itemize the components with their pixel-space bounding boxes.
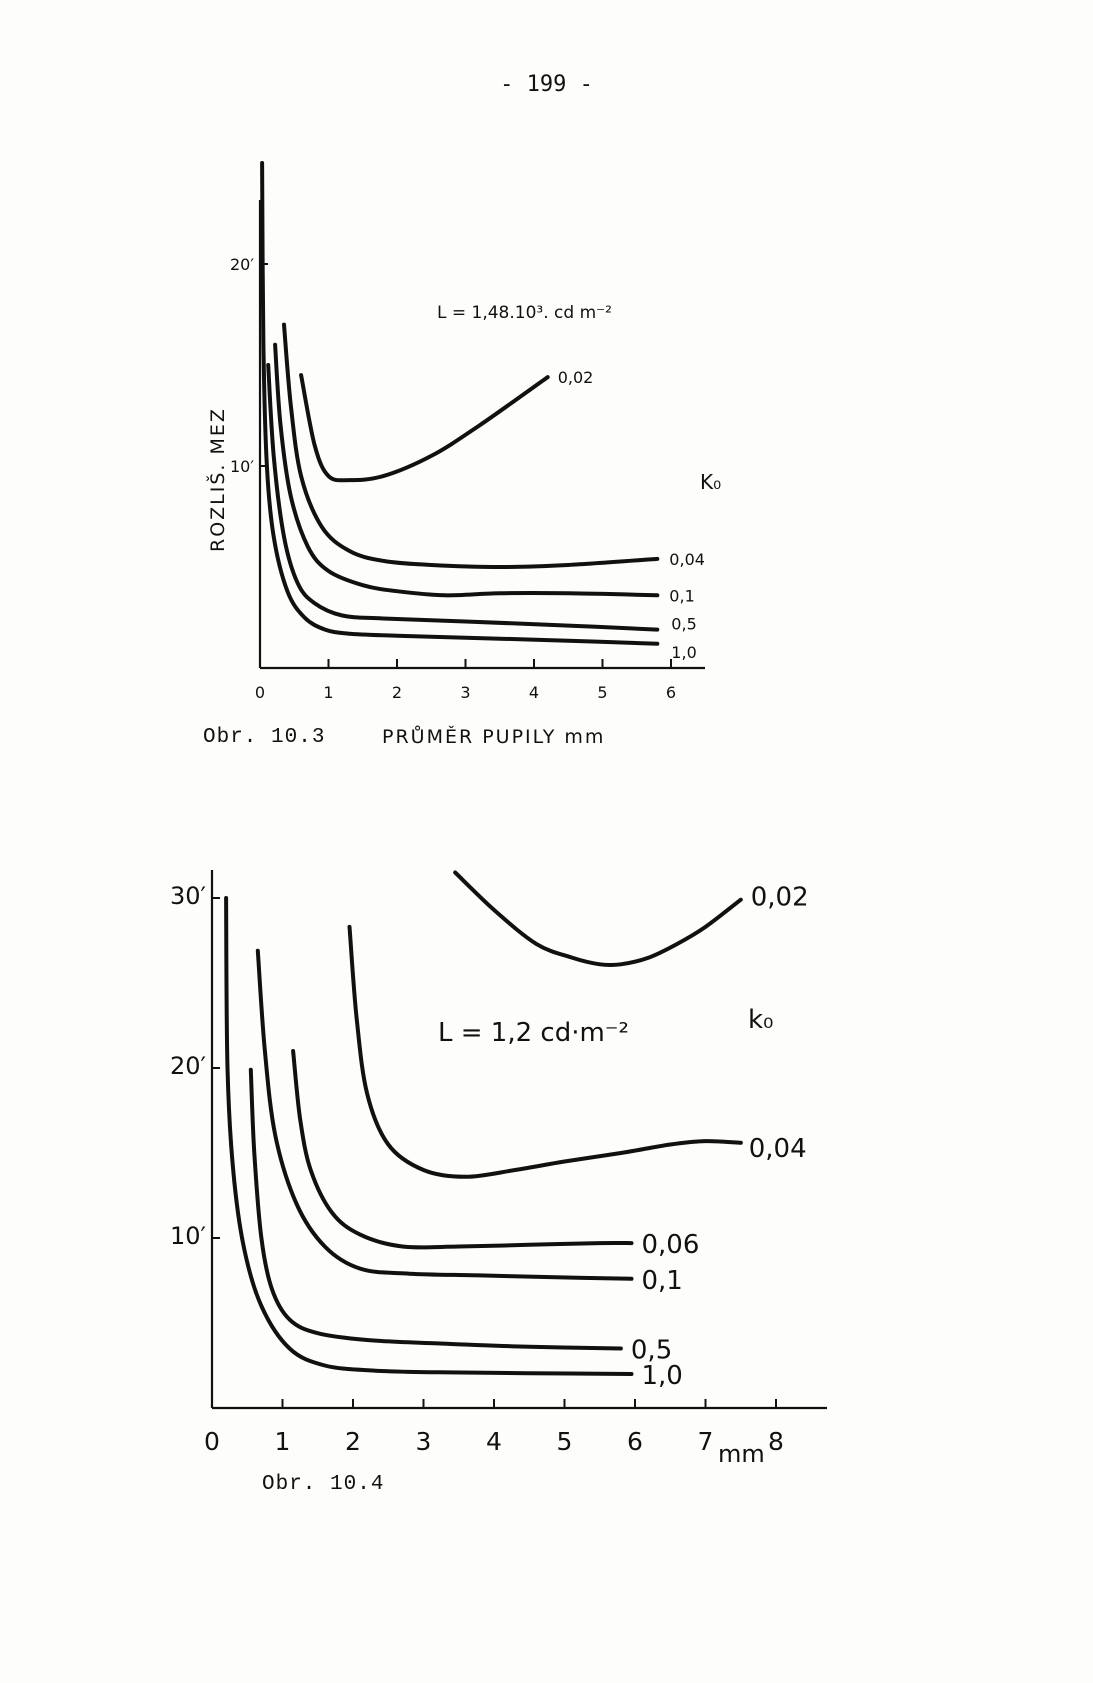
chart1-x-tick-label: 5 [597,683,607,702]
chart2-series-label-0-04: 0,04 [749,1134,807,1164]
chart1-series-line-0-04 [282,322,660,569]
chart2-y-tick-label: 20′ [170,1052,206,1080]
figure-caption-10-4: Obr. 10.4 [262,1473,385,1496]
chart1-x-tick-label: 1 [323,683,333,702]
chart2-series-line-0-04 [347,924,743,1179]
chart2-y-tick-label: 30′ [170,882,206,910]
chart2-series-label-0-5: 0,5 [631,1336,672,1366]
chart2-x-tick-label: 3 [416,1427,432,1456]
chart1-series-line-0-1 [273,342,660,598]
chart2-series-line-1-0 [224,896,634,1376]
chart1-series-label-0-04: 0,04 [669,550,705,569]
chart1-y-tick-label: 10′ [230,457,254,476]
chart2-series-line-0-1 [255,948,634,1281]
chart2-x-tick-label: 7 [698,1427,714,1456]
chart2-x-tick-label: 8 [768,1427,784,1456]
chart1-x-tick-label: 0 [255,683,265,702]
chart1-y-axis-label: ROZLIŠ. MEZ [205,407,229,552]
chart1-x-tick-label: 6 [666,683,676,702]
chart2-x-tick-label: 6 [627,1427,643,1456]
chart2-series-label-0-1: 0,1 [641,1266,682,1296]
chart2-x-tick-label: 1 [275,1427,291,1456]
chart2-annotation: L = 1,2 cd·m⁻² [438,1018,629,1048]
chart1-legend-title: K₀ [700,470,721,494]
chart1-series-label-0-5: 0,5 [671,615,696,634]
chart1-x-tick-label: 3 [460,683,470,702]
chart2-legend-title: k₀ [748,1005,773,1035]
chart1-series-line-0-5 [266,363,660,632]
chart2-x-tick-label: 5 [557,1427,573,1456]
chart2-series-label-1-0: 1,0 [641,1361,682,1391]
chart2-x-tick-label: 2 [345,1427,361,1456]
chart1-series-label-1-0: 1,0 [671,643,696,662]
chart1-series-label-0-1: 0,1 [669,586,694,605]
chart2-series-label-0-02: 0,02 [751,883,809,913]
chart1-x-tick-label: 2 [392,683,402,702]
chart1-x-axis-label: PRŮMĚR PUPILY mm [382,726,606,748]
chart2-x-tick-label: 4 [486,1427,502,1456]
chart1-y-tick-label: 20′ [230,255,254,274]
chart1-series-label-0-02: 0,02 [558,368,594,387]
figure-caption-10-3: Obr. 10.3 [203,726,326,749]
chart1-series-line-0-02 [299,373,550,483]
chart2-series-line-0-06 [291,1049,634,1250]
chart2-series-label-0-06: 0,06 [641,1230,699,1260]
chart2-series-line-0-5 [248,1067,623,1351]
chart1-annotation: L = 1,48.10³. cd m⁻² [437,303,612,323]
chart2-x-axis-label: mm [718,1440,765,1468]
chart2-x-tick-label: 0 [204,1427,220,1456]
chart1-series-line-1-0 [260,161,660,646]
chart2-series-line-0-02 [453,870,743,968]
page-number: - 199 - [500,72,593,97]
chart1-x-tick-label: 4 [529,683,539,702]
chart2-y-tick-label: 10′ [170,1222,206,1250]
